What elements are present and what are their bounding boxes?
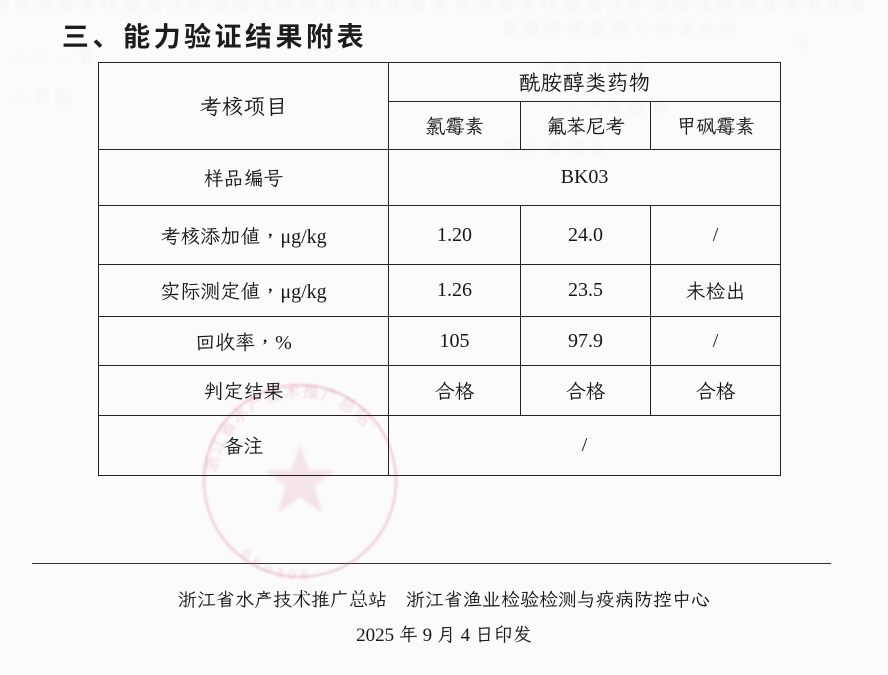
svg-text:B K 0 3 0 9: B K 0 3 0 9: [238, 546, 309, 583]
